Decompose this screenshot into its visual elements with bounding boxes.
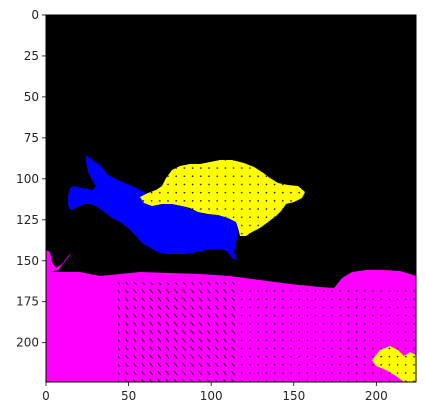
y-tick-label: 150: [16, 254, 39, 268]
blue-region: [68, 155, 238, 260]
y-tick-label: 0: [31, 8, 39, 22]
image-panel: [45, 14, 417, 383]
y-tick-label: 100: [16, 172, 39, 186]
y-tick-label: 75: [24, 131, 39, 145]
x-tick-label: 0: [42, 389, 50, 403]
y-tick-label: 175: [16, 295, 39, 309]
y-tick-label: 25: [24, 49, 39, 63]
y-axis: 0 25 50 75 100 125 150 175 200: [16, 8, 46, 350]
x-tick-label: 200: [365, 389, 388, 403]
yellow-region: [140, 160, 305, 236]
x-axis: 0 50 100 150 200: [42, 382, 388, 403]
y-tick-label: 125: [16, 213, 39, 227]
x-tick-label: 100: [200, 389, 223, 403]
y-tick-label: 200: [16, 336, 39, 350]
x-tick-label: 150: [282, 389, 305, 403]
x-tick-label: 50: [121, 389, 136, 403]
y-tick-label: 50: [24, 90, 39, 104]
yellow-corner-region: [372, 346, 416, 382]
image-frame: [45, 14, 417, 383]
magenta-region: [46, 250, 416, 382]
